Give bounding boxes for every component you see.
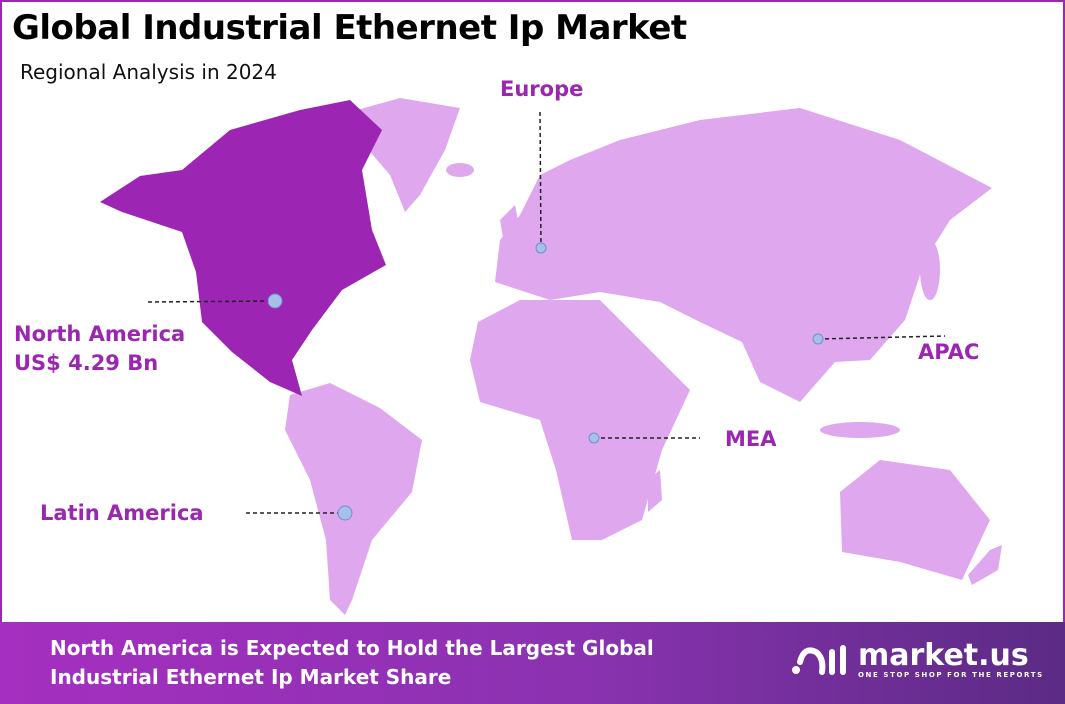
footer-text: North America is Expected to Hold the La… bbox=[50, 634, 654, 692]
market-us-logo: market.us ONE STOP SHOP FOR THE REPORTS bbox=[790, 640, 1044, 680]
page-subtitle: Regional Analysis in 2024 bbox=[20, 60, 277, 84]
value-north-america: US$ 4.29 Bn bbox=[14, 351, 159, 375]
label-apac: APAC bbox=[918, 340, 980, 364]
mea-marker bbox=[588, 432, 600, 444]
north-america bbox=[100, 100, 386, 396]
apac-leader-line bbox=[817, 335, 946, 340]
logo-mark-icon bbox=[792, 645, 846, 675]
world-map bbox=[100, 98, 1002, 615]
logo-name: market.us bbox=[858, 638, 1029, 673]
japan bbox=[920, 240, 940, 300]
north-america-leader-line bbox=[147, 300, 276, 303]
label-mea: MEA bbox=[725, 427, 777, 451]
label-north-america: North America bbox=[14, 322, 186, 346]
australia bbox=[840, 460, 990, 580]
logo-tagline: ONE STOP SHOP FOR THE REPORTS bbox=[858, 671, 1044, 679]
latin-america-marker bbox=[337, 505, 353, 521]
new-zealand bbox=[968, 545, 1002, 585]
footer-line-1: North America is Expected to Hold the La… bbox=[50, 636, 654, 660]
europe-leader-line bbox=[539, 111, 542, 249]
iceland bbox=[446, 163, 474, 177]
frame bbox=[0, 0, 1065, 622]
madagascar bbox=[648, 470, 662, 512]
indonesia bbox=[820, 422, 900, 438]
label-europe: Europe bbox=[500, 77, 584, 101]
footer-line-2: Industrial Ethernet Ip Market Share bbox=[50, 665, 452, 689]
europe-marker bbox=[535, 242, 547, 254]
apac-marker bbox=[812, 333, 824, 345]
footer-banner: North America is Expected to Hold the La… bbox=[0, 622, 1065, 704]
south-america bbox=[285, 383, 422, 615]
uk bbox=[500, 205, 522, 250]
north-america-marker bbox=[267, 293, 283, 309]
label-latin-america: Latin America bbox=[40, 501, 204, 525]
page-title: Global Industrial Ethernet Ip Market bbox=[12, 8, 687, 48]
eurasia bbox=[495, 108, 992, 402]
africa bbox=[470, 300, 690, 540]
